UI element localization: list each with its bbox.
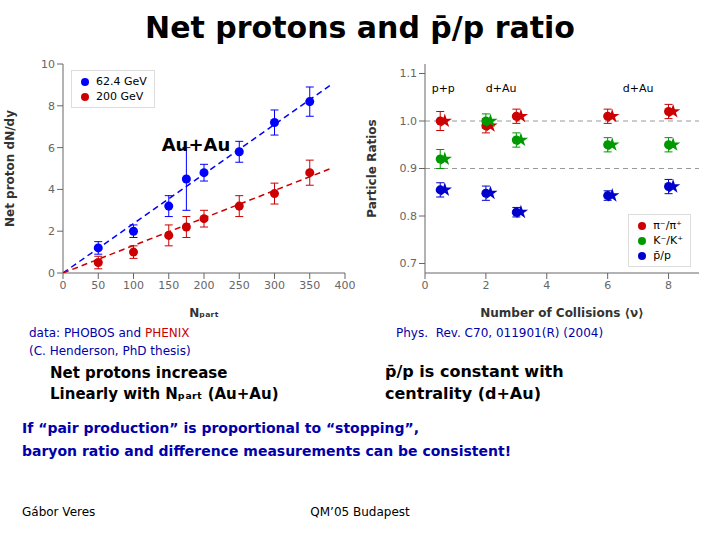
svg-text:Number of Collisions ⟨ν⟩: Number of Collisions ⟨ν⟩ — [480, 306, 643, 320]
html-text:Net protons increase: Net protons increase — [50, 364, 228, 382]
html-text:QM’05 Budapest: QM’05 Budapest — [310, 505, 410, 519]
svg-text:100: 100 — [123, 279, 144, 292]
svg-text:p+p: p+p — [432, 82, 455, 95]
svg-text:350: 350 — [299, 279, 320, 292]
svg-text:Net proton dN/dy: Net proton dN/dy — [8, 110, 17, 227]
svg-text:8: 8 — [48, 100, 55, 113]
html-text:Linearly with Nₚₐᵣₜ (Au+Au): Linearly with Nₚₐᵣₜ (Au+Au) — [50, 385, 279, 403]
svg-text:d+Au: d+Au — [623, 82, 654, 95]
svg-text:6: 6 — [604, 279, 611, 292]
svg-text:10: 10 — [41, 58, 55, 71]
html-text:Au+Au: Au+Au — [161, 134, 231, 155]
html-text:200 GeV: 200 GeV — [96, 90, 144, 103]
html-text:baryon ratio and difference me: baryon ratio and difference measurements… — [22, 443, 511, 459]
html-text:Net protons and p̄/p ratio: Net protons and p̄/p ratio — [145, 10, 575, 45]
svg-text:1.0: 1.0 — [400, 115, 418, 128]
html-text:π⁻/π⁺: π⁻/π⁺ — [653, 219, 682, 232]
svg-text:0: 0 — [422, 279, 429, 292]
svg-text:250: 250 — [229, 279, 250, 292]
html-text:(C. Henderson, PhD thesis): (C. Henderson, PhD thesis) — [29, 344, 191, 358]
html-text:p̄/p is constant with: p̄/p is constant with — [385, 362, 564, 381]
svg-text:Particle Ratios: Particle Ratios — [365, 119, 379, 217]
html-text:p̄/p: p̄/p — [653, 249, 671, 262]
html-text:If “pair production” is propor: If “pair production” is proportional to … — [22, 420, 420, 436]
svg-text:200: 200 — [194, 279, 215, 292]
svg-text:4: 4 — [48, 183, 55, 196]
svg-text:Nₚₐᵣₜ: Nₚₐᵣₜ — [189, 306, 219, 320]
svg-text:8: 8 — [665, 279, 672, 292]
svg-text:4: 4 — [543, 279, 550, 292]
svg-text:0.8: 0.8 — [400, 210, 418, 223]
html-text:centrality (d+Au): centrality (d+Au) — [385, 384, 541, 403]
svg-text:1.1: 1.1 — [400, 67, 418, 80]
svg-text:d+Au: d+Au — [486, 82, 517, 95]
svg-text:150: 150 — [158, 279, 179, 292]
svg-text:300: 300 — [264, 279, 285, 292]
svg-text:0.9: 0.9 — [400, 162, 418, 175]
svg-text:0.7: 0.7 — [400, 257, 418, 270]
html-text:data: PHOBOS and PHENIX: data: PHOBOS and PHENIX — [29, 326, 190, 340]
svg-text:0: 0 — [60, 279, 67, 292]
svg-text:6: 6 — [48, 142, 55, 155]
svg-text:50: 50 — [91, 279, 105, 292]
html-text:62.4 GeV: 62.4 GeV — [96, 75, 147, 88]
svg-text:400: 400 — [335, 279, 356, 292]
html-text:Gábor Veres: Gábor Veres — [22, 505, 96, 519]
html-text:Phys. Rev. C70, 011901(R) (200: Phys. Rev. C70, 011901(R) (2004) — [396, 326, 604, 340]
html-text:K⁻/K⁺: K⁻/K⁺ — [653, 234, 683, 247]
svg-text:2: 2 — [48, 225, 55, 238]
svg-text:2: 2 — [482, 279, 489, 292]
svg-text:0: 0 — [48, 267, 55, 280]
